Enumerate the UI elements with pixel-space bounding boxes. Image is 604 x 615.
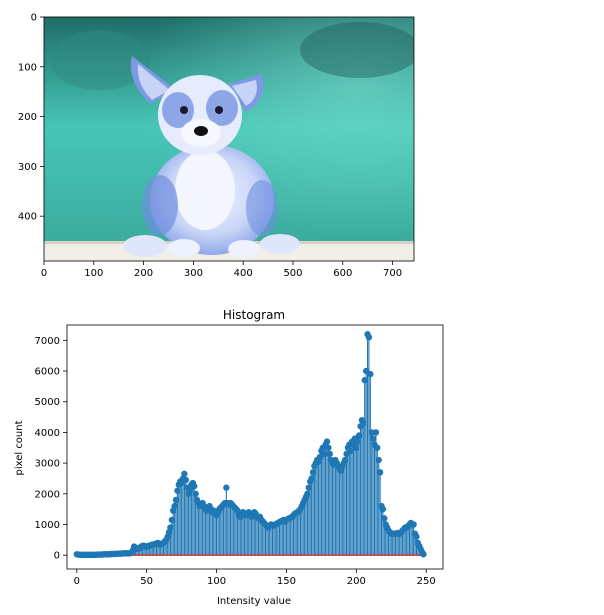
image-axes: 0 100 200 300 400 500 600 700 0 100 200 300 400 [18, 13, 402, 280]
histogram-ytick-label: 3000 [35, 459, 60, 470]
histogram-marks [73, 331, 427, 559]
puppy-side-patch [142, 175, 178, 235]
puppy-front-paw-left [168, 239, 200, 257]
histogram-point [325, 444, 332, 451]
puppy-eye-left [180, 106, 188, 114]
histogram-point [305, 484, 313, 491]
histogram-point [354, 438, 361, 445]
histogram-frame [66, 324, 444, 570]
image-frame [43, 16, 415, 262]
histogram-point [420, 551, 427, 558]
histogram-ytick-label: 2000 [35, 489, 60, 500]
histogram-point [376, 469, 384, 476]
histogram-point [223, 484, 230, 491]
histogram-xtick-label: 250 [417, 576, 436, 587]
histogram-xlabel: Intensity value [217, 596, 291, 607]
puppy-ear-right-inner [232, 80, 257, 106]
image-xtick-label: 0 [41, 268, 47, 279]
histogram-point [353, 444, 360, 451]
histogram-point [168, 516, 176, 524]
puppy-front-paw-right [228, 240, 260, 258]
histogram-point [367, 370, 374, 378]
histogram-point [372, 429, 380, 436]
bokeh-blob [300, 22, 414, 78]
image-ytick-label: 300 [18, 162, 37, 173]
histogram-point [410, 521, 417, 528]
histogram-point [308, 475, 315, 482]
histogram-point [379, 505, 387, 513]
histogram-point [326, 450, 333, 458]
image-xtick-label: 100 [84, 268, 103, 279]
histogram-point [192, 490, 199, 498]
image-xtick-label: 600 [333, 268, 352, 279]
histogram-title: Histogram [223, 308, 285, 322]
histogram-point [181, 470, 188, 478]
histogram-point [171, 502, 178, 510]
image-ytick-label: 200 [18, 112, 37, 123]
histogram-ytick-label: 5000 [35, 397, 60, 408]
image-xtick-label: 200 [134, 268, 153, 279]
histogram-xtick-label: 50 [140, 576, 153, 587]
histogram-point [361, 377, 368, 384]
histogram-point [347, 447, 354, 455]
image-xtick-label: 300 [184, 268, 203, 279]
histogram-point [381, 515, 388, 522]
histogram-point [413, 533, 420, 540]
histogram-ytick-label: 0 [54, 551, 60, 562]
histogram-point [182, 476, 190, 484]
histogram-xtick-label: 100 [207, 576, 226, 587]
image-xtick-label: 400 [234, 268, 253, 279]
histogram-point [167, 524, 174, 531]
histogram-point [375, 456, 382, 464]
puppy-nose [194, 126, 208, 136]
bokeh-blob [50, 30, 150, 90]
puppy-eye-right [215, 106, 223, 114]
histogram-point [360, 420, 367, 427]
puppy-paw-left [123, 235, 167, 257]
histogram-ytick-label: 6000 [35, 367, 60, 378]
histogram-xtick-label: 150 [277, 576, 296, 587]
histogram-ytick-label: 1000 [35, 520, 60, 531]
image-panel [44, 17, 414, 261]
histogram-point [304, 490, 311, 498]
image-ytick-label: 400 [18, 212, 37, 223]
histogram-point [374, 444, 381, 451]
puppy-chest [175, 150, 235, 230]
histogram-point [369, 435, 377, 442]
histogram-ylabel: pixel count [14, 420, 25, 475]
histogram-point [172, 496, 180, 504]
image-xtick-label: 500 [283, 268, 302, 279]
puppy-side-patch [246, 180, 278, 236]
image-ytick-label: 0 [31, 13, 37, 24]
histogram-point [174, 487, 181, 494]
image-xtick-label: 700 [383, 268, 402, 279]
histogram-axes: 0 50 100 150 200 250 0 1000 2000 3000 4000 5000 6000… [35, 336, 436, 587]
histogram-ytick-label: 7000 [35, 336, 60, 347]
histogram-point [190, 482, 198, 490]
image-ytick-label: 100 [18, 62, 37, 73]
puppy-face-patch [162, 92, 194, 128]
histogram-ytick-label: 4000 [35, 428, 60, 439]
histogram-point [309, 469, 317, 476]
histogram-xtick-label: 200 [347, 576, 366, 587]
puppy-paw-right [260, 234, 300, 254]
histogram-point [355, 432, 363, 439]
histogram-point [341, 456, 349, 464]
histogram-xtick-label: 0 [74, 576, 80, 587]
histogram-point [323, 438, 331, 445]
histogram-point [365, 334, 373, 341]
histogram-point [320, 450, 328, 458]
puppy-ear-left-inner [137, 64, 170, 100]
puppy [123, 56, 300, 258]
